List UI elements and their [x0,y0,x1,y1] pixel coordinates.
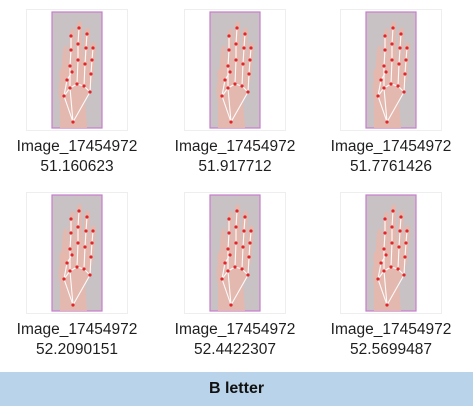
hand-landmark-image [341,193,441,313]
hand-landmark-image [185,193,285,313]
file-name-line1: Image_17454972 [2,320,152,340]
file-name-line2: 51.7761426 [316,157,466,177]
hand-landmark-thumbnail[interactable] [341,193,441,313]
file-item[interactable]: Image_17454972 51.160623 [2,0,152,185]
file-item[interactable]: Image_17454972 52.5699487 [316,183,466,368]
file-name[interactable]: Image_17454972 52.2090151 [2,320,152,360]
hand-landmark-thumbnail[interactable] [341,10,441,130]
file-name-line1: Image_17454972 [316,320,466,340]
hand-landmark-image [27,10,127,130]
file-name-line2: 51.917712 [160,157,310,177]
caption-bar: B letter [0,372,473,406]
hand-landmark-thumbnail[interactable] [185,10,285,130]
file-grid: Image_17454972 51.160623 Image_17454972 … [0,0,473,372]
file-name[interactable]: Image_17454972 52.4422307 [160,320,310,360]
file-item[interactable]: Image_17454972 51.7761426 [316,0,466,185]
hand-landmark-image [185,10,285,130]
hand-landmark-image [27,193,127,313]
file-name-line2: 52.4422307 [160,340,310,360]
file-name[interactable]: Image_17454972 51.7761426 [316,137,466,177]
file-name[interactable]: Image_17454972 52.5699487 [316,320,466,360]
hand-landmark-thumbnail[interactable] [27,10,127,130]
file-name-line1: Image_17454972 [160,320,310,340]
file-item[interactable]: Image_17454972 51.917712 [160,0,310,185]
file-name[interactable]: Image_17454972 51.917712 [160,137,310,177]
caption-text: B letter [209,380,264,398]
hand-landmark-thumbnail[interactable] [185,193,285,313]
file-name-line1: Image_17454972 [160,137,310,157]
file-name-line2: 52.5699487 [316,340,466,360]
hand-landmark-thumbnail[interactable] [27,193,127,313]
file-name-line1: Image_17454972 [2,137,152,157]
hand-landmark-image [341,10,441,130]
file-name-line2: 52.2090151 [2,340,152,360]
file-name-line2: 51.160623 [2,157,152,177]
file-item[interactable]: Image_17454972 52.2090151 [2,183,152,368]
file-item[interactable]: Image_17454972 52.4422307 [160,183,310,368]
file-name-line1: Image_17454972 [316,137,466,157]
file-name[interactable]: Image_17454972 51.160623 [2,137,152,177]
